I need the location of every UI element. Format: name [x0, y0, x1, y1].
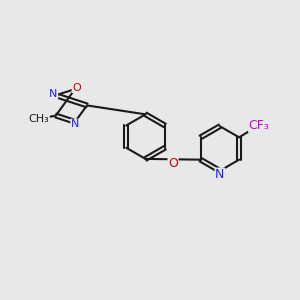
Text: N: N	[49, 89, 58, 99]
Text: CF₃: CF₃	[249, 119, 269, 132]
Text: O: O	[168, 157, 178, 170]
Text: CH₃: CH₃	[28, 113, 49, 124]
Text: O: O	[72, 82, 81, 92]
Text: N: N	[71, 119, 79, 129]
Text: N: N	[215, 168, 224, 181]
